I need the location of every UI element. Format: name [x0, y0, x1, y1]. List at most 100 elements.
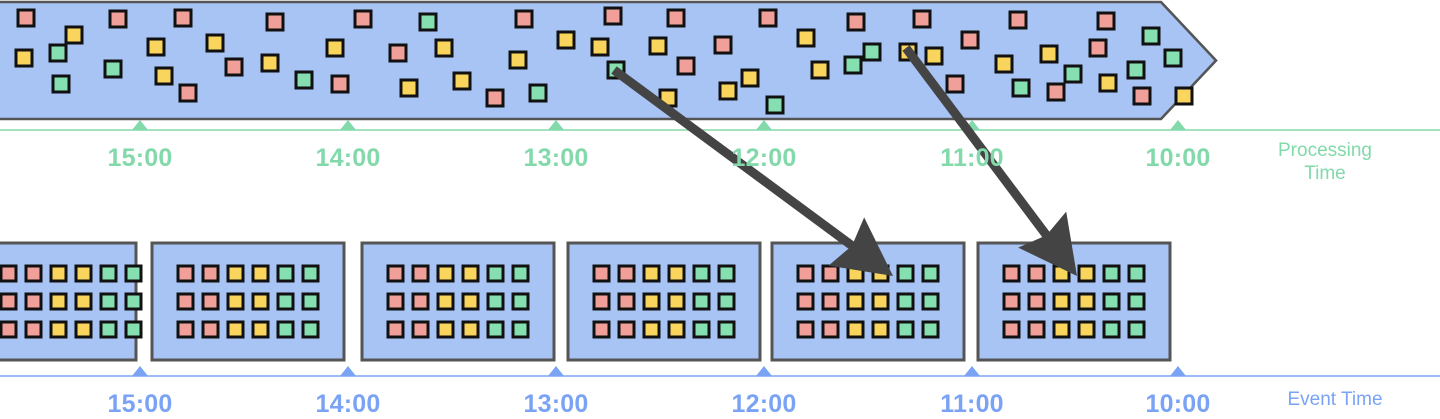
window-event-square	[796, 320, 815, 339]
stream-event-square	[48, 43, 68, 63]
arrow-head	[1018, 211, 1077, 276]
stream-event-square	[556, 30, 576, 50]
stream-event-square	[1046, 82, 1066, 102]
stream-event-square	[1011, 78, 1031, 98]
window-event-square	[592, 320, 611, 339]
window-event-square	[201, 264, 220, 283]
window-event-square	[486, 264, 505, 283]
window-event-square	[74, 264, 93, 283]
window-event-square	[251, 320, 270, 339]
stream-event-square	[912, 9, 932, 29]
stream-event-square	[508, 50, 528, 70]
window-event-square	[896, 320, 915, 339]
window-event-square	[846, 292, 865, 311]
stream-event-square	[1126, 60, 1146, 80]
stream-event-square	[64, 25, 84, 45]
window-event-square	[176, 292, 195, 311]
window-event-square	[0, 264, 18, 283]
window-event-square	[436, 292, 455, 311]
axis-tick-label: 11:00	[940, 390, 1004, 418]
axis-tick-label: 12:00	[731, 144, 797, 172]
window-event-square	[667, 264, 686, 283]
window-event-square	[461, 292, 480, 311]
window-event-square	[846, 320, 865, 339]
window-event-square	[617, 292, 636, 311]
stream-event-square	[666, 8, 686, 28]
window-event-square	[617, 264, 636, 283]
window-event-square	[486, 292, 505, 311]
window-event-square	[226, 264, 245, 283]
axis-tick-marker	[548, 366, 564, 376]
stream-event-square	[1141, 26, 1161, 46]
window-event-square	[461, 264, 480, 283]
stream-event-square	[1098, 73, 1118, 93]
axis-tick-label: 14:00	[315, 144, 381, 172]
window-event-square	[642, 320, 661, 339]
window-event-square	[124, 320, 143, 339]
window-event-square	[871, 292, 890, 311]
stream-event-square	[810, 60, 830, 80]
stream-event-square	[452, 71, 472, 91]
stream-event-square	[676, 56, 696, 76]
axis-tick-label: 11:00	[940, 144, 1004, 172]
window-event-square	[251, 264, 270, 283]
window-event-square	[1077, 320, 1096, 339]
window-event-square	[124, 292, 143, 311]
window-event-square	[511, 320, 530, 339]
stream-event-square	[846, 12, 866, 32]
axis-tick-marker	[132, 366, 148, 376]
stream-event-square	[434, 38, 454, 58]
window-event-square	[301, 292, 320, 311]
window-event-square	[592, 264, 611, 283]
window-event-square	[49, 320, 68, 339]
axis-tick-label: 10:00	[1145, 144, 1211, 172]
stream-event-square	[740, 68, 760, 88]
window-event-square	[0, 292, 18, 311]
window-event-square	[124, 264, 143, 283]
window-event-square	[642, 292, 661, 311]
window-event-square	[436, 320, 455, 339]
window-event-square	[617, 320, 636, 339]
stream-event-square	[862, 42, 882, 62]
stream-event-square	[325, 38, 345, 58]
window-event-square	[511, 292, 530, 311]
stream-event-square	[1096, 11, 1116, 31]
axis-tick-label: 14:00	[315, 390, 381, 418]
window-event-square	[692, 264, 711, 283]
window-event-square	[1002, 320, 1021, 339]
axis-tick-marker	[964, 366, 980, 376]
window-event-square	[692, 292, 711, 311]
window-event-square	[226, 292, 245, 311]
window-event-square	[486, 320, 505, 339]
window-event-square	[386, 292, 405, 311]
window-event-square	[821, 320, 840, 339]
arrow-shaft	[611, 66, 871, 261]
window-event-square	[201, 320, 220, 339]
stream-event-square	[178, 83, 198, 103]
processing-axis-group	[0, 120, 1440, 131]
window-event-square	[24, 264, 43, 283]
window-event-square	[49, 292, 68, 311]
window-event-square	[24, 292, 43, 311]
stream-event-square	[960, 30, 980, 50]
axis-tick-label: 12:00	[731, 390, 797, 418]
stream-event-square	[173, 8, 193, 28]
axis-tick-marker	[1170, 120, 1186, 130]
window-event-square	[1127, 320, 1146, 339]
stream-event-square	[388, 43, 408, 63]
window-event-square	[411, 320, 430, 339]
window-event-square	[99, 292, 118, 311]
axis-tick-marker	[132, 120, 148, 130]
stream-event-square	[146, 37, 166, 57]
processing-stream-group	[0, 0, 1218, 121]
window-event-square	[226, 320, 245, 339]
window-event-square	[1052, 320, 1071, 339]
window-event-square	[276, 320, 295, 339]
window-event-square	[276, 264, 295, 283]
window-event-square	[1127, 264, 1146, 283]
window-event-square	[1102, 264, 1121, 283]
stream-event-square	[713, 35, 733, 55]
window-event-square	[1077, 292, 1096, 311]
window-event-square	[461, 320, 480, 339]
